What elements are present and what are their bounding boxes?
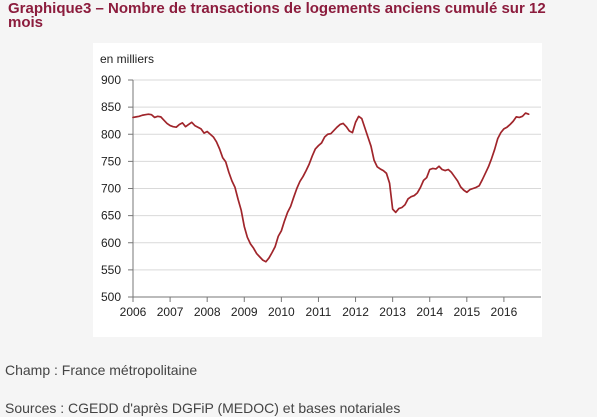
x-tick-label: 2006 xyxy=(120,305,147,319)
x-tick-label: 2009 xyxy=(231,305,258,319)
y-tick-label: 750 xyxy=(101,154,121,168)
x-tick-label: 2013 xyxy=(379,305,406,319)
chart-title: Graphique3 – Nombre de transactions de l… xyxy=(8,0,546,31)
y-tick-label: 900 xyxy=(101,73,121,87)
sources-note: Sources : CGEDD d'après DGFiP (MEDOC) et… xyxy=(5,400,401,416)
x-tick-label: 2014 xyxy=(416,305,443,319)
y-tick-label: 550 xyxy=(101,263,121,277)
line-chart: en milliers 500 550 600 650 700 750 800 850 900 2… xyxy=(100,52,541,319)
x-tick-label: 2007 xyxy=(157,305,184,319)
x-tick-label: 2008 xyxy=(194,305,221,319)
y-tick-label: 650 xyxy=(101,209,121,223)
series-line xyxy=(132,112,530,263)
scope-note: Champ : France métropolitaine xyxy=(5,362,198,378)
x-tick-label: 2015 xyxy=(453,305,480,319)
y-tick-label: 850 xyxy=(101,100,121,114)
y-axis-unit-label: en milliers xyxy=(100,52,154,66)
x-tick-label: 2010 xyxy=(268,305,295,319)
y-tick-label: 700 xyxy=(101,182,121,196)
x-tick-label: 2012 xyxy=(342,305,369,319)
y-tick-label: 500 xyxy=(101,290,121,304)
x-tick-label: 2016 xyxy=(491,305,518,319)
chart-panel: en milliers 500 550 600 650 700 750 800 850 900 2… xyxy=(93,43,542,337)
y-tick-label: 800 xyxy=(101,127,121,141)
y-tick-label: 600 xyxy=(101,236,121,250)
x-tick-label: 2011 xyxy=(306,305,332,319)
